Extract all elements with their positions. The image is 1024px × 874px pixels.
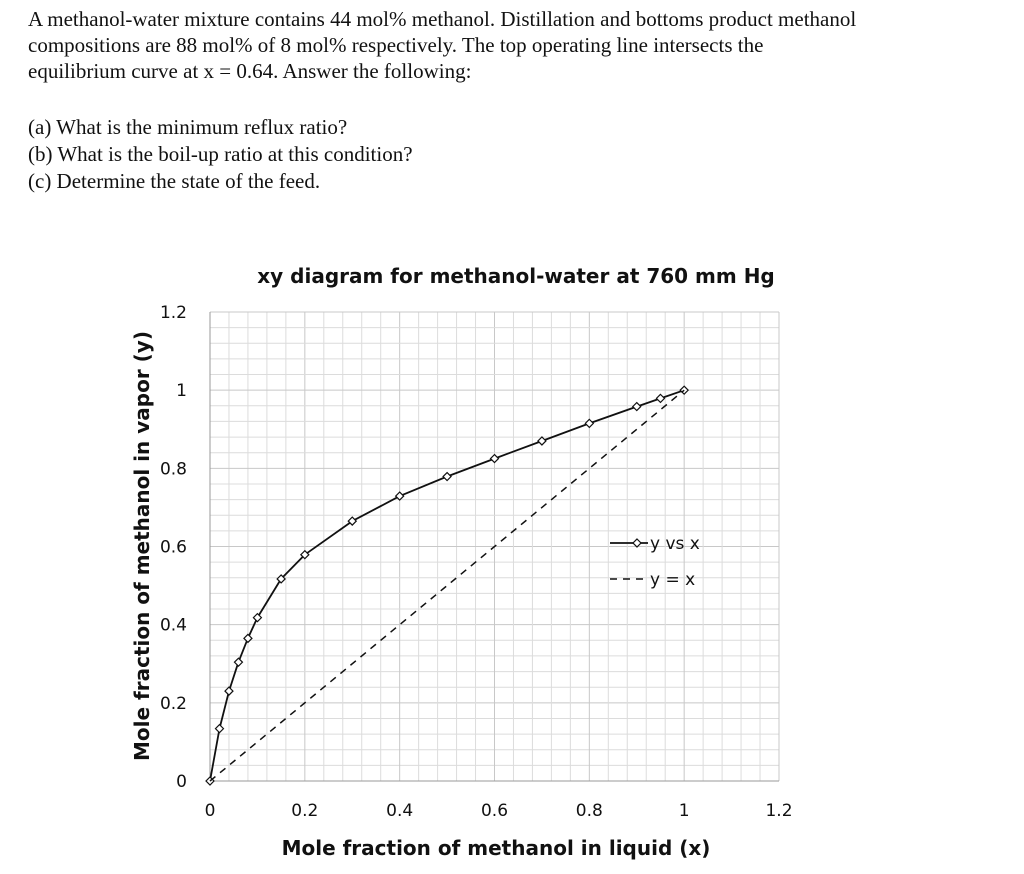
legend-label: y = x [650, 570, 695, 590]
data-point-marker [252, 612, 263, 623]
legend-label: y vs x [650, 534, 700, 554]
chart-title: xy diagram for methanol-water at 760 mm … [257, 264, 775, 288]
data-point-marker [394, 491, 405, 501]
question-c: (c) Determine the state of the feed. [28, 169, 321, 193]
problem-line-3: equilibrium curve at x = 0.64. Answer th… [28, 59, 472, 83]
legend-marker [632, 538, 642, 548]
question-list: (a) What is the minimum reflux ratio? (b… [28, 114, 413, 195]
x-tick-label: 0 [205, 801, 216, 821]
y-tick-label: 0.8 [160, 459, 187, 479]
data-point-marker [655, 393, 666, 404]
data-point-marker [243, 633, 253, 644]
x-tick-label: 1 [679, 801, 690, 821]
data-point-marker [276, 574, 286, 584]
x-tick-label: 0.2 [291, 801, 318, 821]
y-tick-label: 0 [176, 772, 187, 792]
series-line-y-equals-x [209, 389, 685, 782]
data-point-marker [299, 549, 310, 560]
y-tick-label: 0.6 [160, 538, 187, 558]
question-b: (b) What is the boil-up ratio at this co… [28, 142, 413, 166]
problem-statement: A methanol-water mixture contains 44 mol… [28, 6, 942, 84]
data-point-marker [214, 723, 225, 734]
problem-line-1: A methanol-water mixture contains 44 mol… [28, 7, 857, 31]
y-tick-label: 1 [176, 381, 187, 401]
xy-diagram-chart: 0 0.2 0.4 0.6 0.8 1 1.2 0 0.2 0.4 0.6 0.8 1 1.2 y vs … [130, 264, 793, 860]
data-point-marker [442, 471, 452, 482]
chart-axes: 0 0.2 0.4 0.6 0.8 1 1.2 0 0.2 0.4 0.6 0.8 1 1.2 [160, 303, 793, 821]
question-a: (a) What is the minimum reflux ratio? [28, 115, 348, 139]
y-axis-label: Mole fraction of methanol in vapor (y) [130, 331, 154, 761]
data-point-marker [347, 516, 358, 526]
y-tick-label: 0.4 [160, 616, 187, 636]
y-tick-label: 0.2 [160, 694, 187, 714]
data-point-marker [489, 453, 500, 464]
x-tick-label: 0.8 [576, 801, 603, 821]
data-point-marker [584, 418, 595, 429]
data-point-marker [631, 401, 642, 412]
x-tick-label: 0.6 [481, 801, 508, 821]
y-tick-label: 1.2 [160, 303, 187, 323]
data-point-marker [537, 436, 547, 446]
data-point-marker [233, 657, 244, 668]
problem-line-2: compositions are 88 mol% of 8 mol% respe… [28, 33, 764, 57]
chart-legend: y vs x y = x [610, 534, 700, 590]
chart-series [205, 385, 690, 786]
x-axis-label: Mole fraction of methanol in liquid (x) [282, 836, 711, 860]
x-tick-label: 1.2 [765, 801, 792, 821]
x-tick-label: 0.4 [386, 801, 413, 821]
data-point-marker [224, 686, 234, 696]
